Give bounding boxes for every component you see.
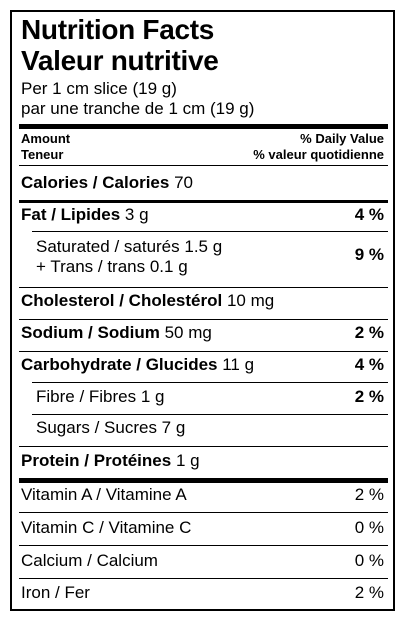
- calories-value: 70: [174, 173, 193, 192]
- protein-label: Protein / Protéines: [21, 451, 172, 470]
- cholesterol-row: Cholesterol / Cholestérol 10 mg: [21, 290, 386, 312]
- sugars-row: Sugars / Sucres 7 g: [36, 418, 186, 437]
- divider: [32, 414, 388, 415]
- cholesterol-amount: 10 mg: [226, 291, 275, 310]
- fibre-daily-value: 2 %: [354, 387, 384, 406]
- sodium-daily-value: 2 %: [354, 323, 384, 342]
- serving-size-french: par une tranche de 1 cm (19 g): [21, 99, 255, 118]
- protein-row: Protein / Protéines 1 g: [21, 450, 386, 472]
- title-english: Nutrition Facts: [21, 14, 215, 45]
- sodium-row: Sodium / Sodium 50 mg: [21, 322, 386, 344]
- vitamin-a-daily-value: 2 %: [354, 485, 384, 504]
- iron-row: Iron / Fer: [21, 583, 90, 602]
- divider: [19, 578, 388, 579]
- fat-row: Fat / Lipides 3 g: [21, 204, 386, 226]
- carbohydrate-row: Carbohydrate / Glucides 11 g: [21, 354, 386, 376]
- vitamin-a-row: Vitamin A / Vitamine A: [21, 485, 187, 504]
- iron-daily-value: 2 %: [354, 583, 384, 602]
- carbohydrate-label: Carbohydrate / Glucides: [21, 355, 218, 374]
- divider: [32, 231, 388, 232]
- calories-label: Calories / Calories: [21, 173, 170, 192]
- thick-divider: [19, 124, 388, 129]
- nutrition-facts-label: Nutrition Facts Valeur nutritive Per 1 c…: [10, 10, 395, 611]
- divider: [32, 382, 388, 383]
- trans-row: + Trans / trans 0.1 g: [36, 257, 188, 276]
- vitamin-c-row: Vitamin C / Vitamine C: [21, 518, 192, 537]
- divider: [19, 446, 388, 447]
- serving-size-english: Per 1 cm slice (19 g): [21, 79, 177, 98]
- sodium-label: Sodium / Sodium: [21, 323, 160, 342]
- calcium-daily-value: 0 %: [354, 551, 384, 570]
- divider: [19, 512, 388, 513]
- fibre-row: Fibre / Fibres 1 g: [36, 387, 165, 406]
- divider: [19, 165, 388, 166]
- protein-amount: 1 g: [175, 451, 200, 470]
- vitamin-c-daily-value: 0 %: [354, 518, 384, 537]
- cholesterol-label: Cholesterol / Cholestérol: [21, 291, 223, 310]
- divider: [19, 200, 388, 203]
- divider: [19, 319, 388, 320]
- fat-label: Fat / Lipides: [21, 205, 121, 224]
- calcium-row: Calcium / Calcium: [21, 551, 158, 570]
- daily-value-label-french: % valeur quotidienne: [253, 147, 384, 162]
- thick-divider: [19, 478, 388, 483]
- amount-label-english: Amount: [21, 131, 71, 146]
- fat-amount: 3 g: [124, 205, 149, 224]
- carbohydrate-daily-value: 4 %: [354, 355, 384, 374]
- daily-value-label-english: % Daily Value: [300, 131, 384, 146]
- carbohydrate-amount: 11 g: [222, 355, 255, 374]
- fat-daily-value: 4 %: [354, 205, 384, 224]
- saturated-trans-daily-value: 9 %: [354, 245, 384, 264]
- calories-row: Calories / Calories 70: [21, 172, 386, 194]
- sodium-amount: 50 mg: [164, 323, 212, 342]
- divider: [19, 545, 388, 546]
- saturated-row: Saturated / saturés 1.5 g: [36, 237, 223, 256]
- amount-label-french: Teneur: [21, 147, 64, 162]
- divider: [19, 287, 388, 288]
- divider: [19, 351, 388, 352]
- title-french: Valeur nutritive: [21, 45, 219, 76]
